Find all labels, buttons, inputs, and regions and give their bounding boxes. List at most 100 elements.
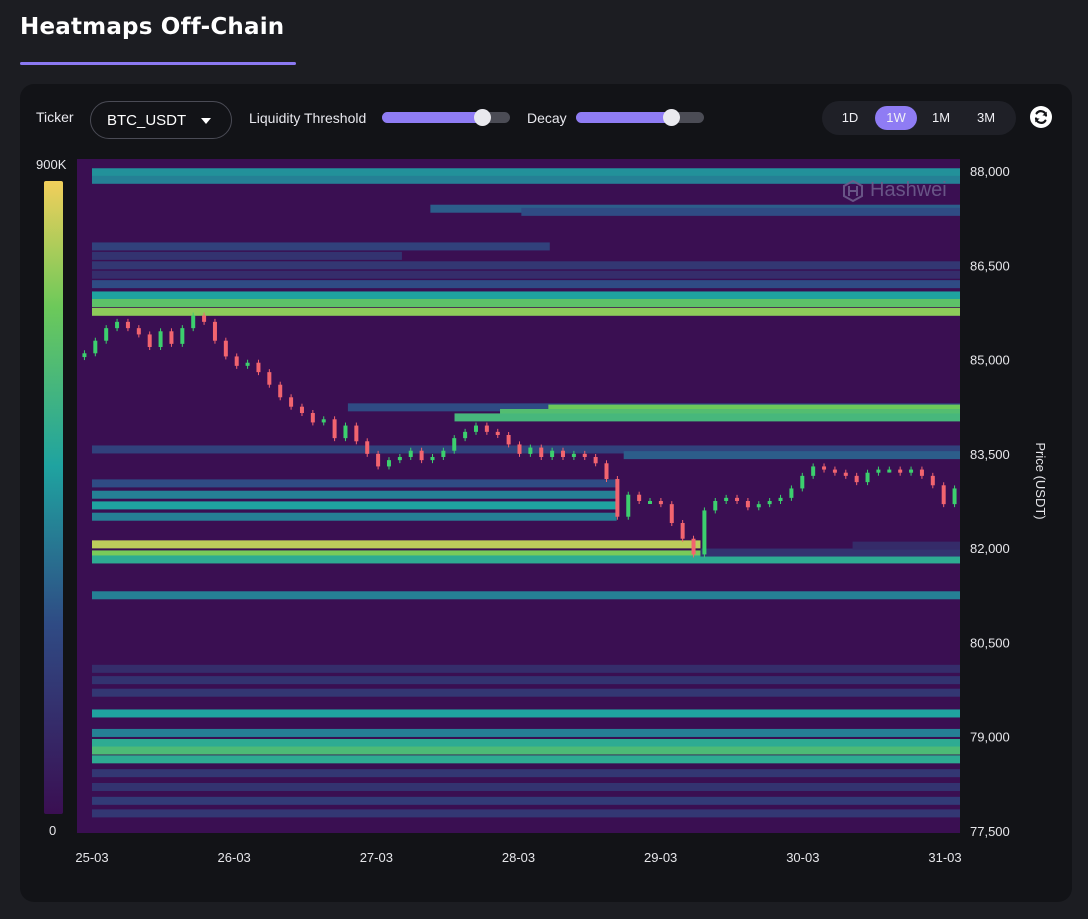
liquidity-threshold-label: Liquidity Threshold (249, 110, 367, 126)
liquidity-bands (92, 168, 960, 818)
candle (832, 466, 837, 476)
candle (310, 410, 315, 426)
liquidity-threshold-slider[interactable] (382, 107, 510, 127)
candle-body (865, 472, 870, 483)
candle-body (376, 453, 381, 467)
candle (441, 447, 446, 460)
price-candles (82, 312, 957, 558)
decay-slider[interactable] (576, 107, 704, 127)
candle-body (669, 504, 674, 523)
liquidity-band (92, 664, 960, 673)
candle-body (115, 321, 120, 329)
candle (506, 432, 511, 448)
range-button-1m[interactable]: 1M (931, 110, 951, 125)
candle-body (745, 501, 750, 508)
y-tick-label: 82,000 (970, 541, 1010, 556)
candle (528, 444, 533, 457)
page-title: Heatmaps Off-Chain (20, 14, 285, 40)
candle-body (582, 453, 587, 457)
decay-label: Decay (527, 110, 567, 126)
y-tick-label: 77,500 (970, 824, 1010, 839)
range-button-1d[interactable]: 1D (841, 110, 859, 125)
y-tick-label: 83,500 (970, 447, 1010, 462)
candle-body (104, 328, 109, 341)
range-button-1w[interactable]: 1W (875, 106, 917, 130)
slider-fill (382, 112, 482, 123)
title-underline (20, 62, 296, 65)
liquidity-band (92, 168, 960, 177)
y-tick-label: 85,000 (970, 353, 1010, 368)
candle (952, 485, 957, 508)
candle (713, 498, 718, 514)
candle (267, 369, 272, 388)
candle (876, 466, 881, 476)
candle (561, 447, 566, 460)
candle-body (539, 447, 544, 457)
x-tick-label: 28-03 (502, 850, 535, 865)
candle-body (267, 372, 272, 385)
candle (158, 328, 163, 350)
candle-body (473, 425, 478, 432)
candle (223, 337, 228, 360)
candle (898, 466, 903, 476)
candle-body (615, 479, 620, 517)
candle-body (887, 469, 892, 473)
y-axis: 88,000 86,500 85,000 83,500 82,000 80,500 79,0… (970, 164, 1010, 839)
y-tick-label: 80,500 (970, 635, 1010, 650)
range-button-3m[interactable]: 3M (976, 110, 996, 125)
slider-handle[interactable] (662, 109, 680, 126)
candle-body (658, 501, 663, 505)
watermark-logo: Hashwei (842, 179, 947, 202)
liquidity-band (92, 739, 960, 747)
candle (93, 337, 98, 357)
x-tick-label: 26-03 (218, 850, 251, 865)
slider-handle[interactable] (473, 109, 491, 126)
candle-body (854, 475, 859, 483)
candle-body (517, 444, 522, 454)
x-tick-label: 31-03 (928, 850, 961, 865)
time-range-group: 1D 1W 1M 3M (822, 101, 1016, 135)
candle-body (256, 362, 261, 373)
y-axis-label: Price (USDT) (1033, 442, 1048, 519)
candle (289, 394, 294, 410)
candle-body (343, 425, 348, 439)
candle (365, 438, 370, 457)
liquidity-band (454, 413, 960, 422)
colorbar-min-label: 0 (49, 823, 56, 838)
candle (82, 350, 87, 361)
liquidity-band (92, 540, 701, 549)
candle (539, 444, 544, 460)
candle-body (919, 469, 924, 476)
candle-body (691, 538, 696, 555)
candle-body (419, 450, 424, 461)
candle (778, 494, 783, 504)
candle (397, 454, 402, 464)
ticker-select[interactable]: BTC_USDT (90, 101, 232, 139)
candle-body (158, 331, 163, 347)
candle-body (234, 356, 239, 366)
liquidity-band (700, 548, 960, 557)
candle-body (245, 362, 250, 366)
candle (452, 435, 457, 454)
candle (125, 318, 130, 332)
candle (909, 466, 914, 476)
candle (941, 482, 946, 508)
candle (354, 422, 359, 445)
liquidity-band (92, 501, 617, 510)
candle-body (506, 435, 511, 445)
candle (245, 359, 250, 369)
candle-body (724, 497, 729, 501)
chevron-down-icon (201, 118, 211, 124)
ticker-value: BTC_USDT (107, 111, 187, 129)
candle-body (648, 501, 653, 504)
candle (854, 472, 859, 486)
candle (800, 472, 805, 492)
candle-body (299, 406, 304, 413)
candle-body (397, 457, 402, 461)
candle-body (637, 494, 642, 501)
refresh-button[interactable] (1030, 106, 1052, 128)
candle-body (365, 441, 370, 454)
candle (180, 325, 185, 347)
candle (811, 463, 816, 479)
